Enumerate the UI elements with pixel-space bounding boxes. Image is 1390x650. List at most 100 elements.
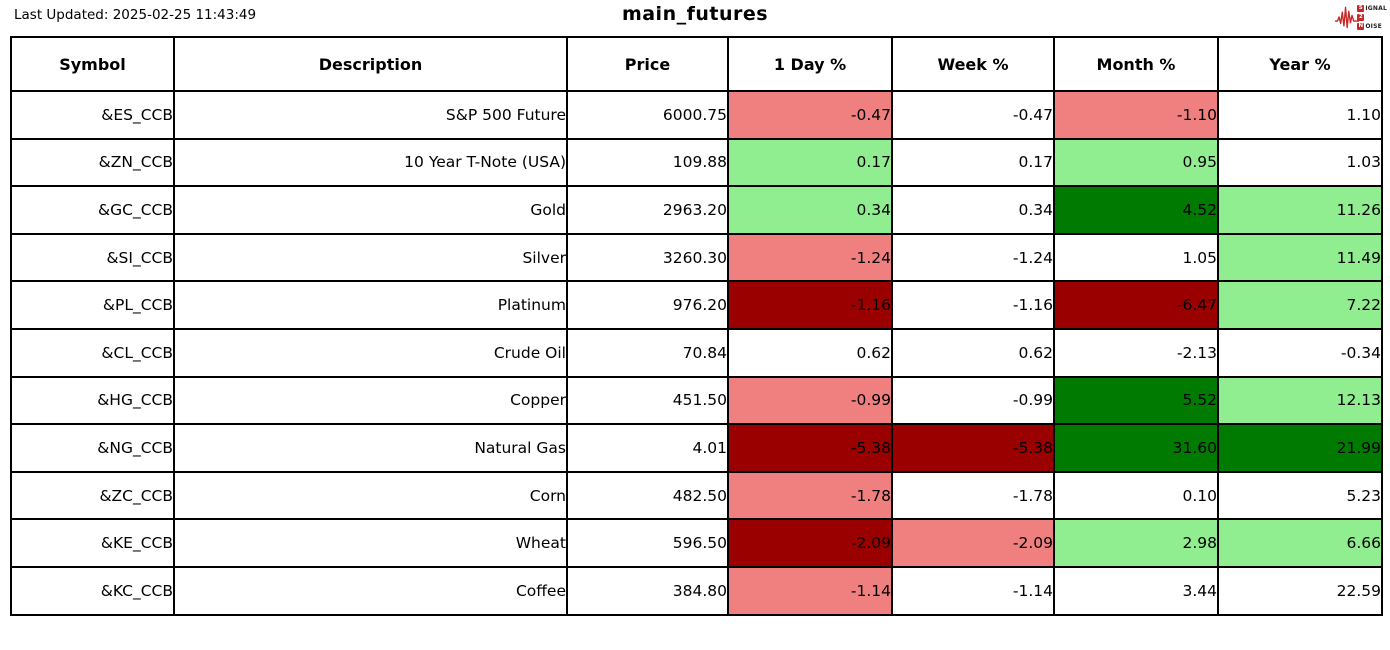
week-pct-cell: -0.99 bbox=[891, 375, 1055, 426]
description-cell: S&P 500 Future bbox=[173, 90, 568, 140]
year-pct-cell: 11.49 bbox=[1217, 232, 1383, 283]
last-updated-text: Last Updated: 2025-02-25 11:43:49 bbox=[14, 7, 257, 23]
month-pct-cell: -6.47 bbox=[1053, 280, 1219, 330]
month-pct-cell: 5.52 bbox=[1053, 375, 1219, 426]
week-pct-cell: -2.09 bbox=[891, 518, 1055, 568]
year-pct-cell: 7.22 bbox=[1217, 280, 1383, 330]
description-cell: Crude Oil bbox=[173, 327, 568, 378]
header-row: Symbol Description Price 1 Day % Week % Month… bbox=[10, 36, 1383, 92]
week-pct-cell: 0.34 bbox=[891, 185, 1055, 235]
logo-line-signal: S IGNAL bbox=[1357, 4, 1387, 12]
day-pct-cell: -2.09 bbox=[727, 518, 893, 568]
heartbeat-waveform-icon bbox=[1335, 6, 1360, 29]
symbol-cell: &GC_CCB bbox=[10, 185, 175, 235]
description-cell: Corn bbox=[173, 470, 568, 521]
logo-letterbox-n: N bbox=[1357, 22, 1365, 30]
price-cell: 3260.30 bbox=[566, 232, 729, 283]
year-pct-cell: 1.10 bbox=[1217, 90, 1383, 140]
description-cell: Copper bbox=[173, 375, 568, 426]
month-pct-cell: 1.05 bbox=[1053, 232, 1219, 283]
year-pct-cell: 11.26 bbox=[1217, 185, 1383, 235]
table-row: &KE_CCB Wheat 596.50 -2.09 -2.09 2.98 6.66 bbox=[10, 518, 1383, 568]
symbol-cell: &KE_CCB bbox=[10, 518, 175, 568]
year-pct-cell: 12.13 bbox=[1217, 375, 1383, 426]
description-cell: Platinum bbox=[173, 280, 568, 330]
price-cell: 451.50 bbox=[566, 375, 729, 426]
price-cell: 4.01 bbox=[566, 423, 729, 473]
table-row: &SI_CCB Silver 3260.30 -1.24 -1.24 1.05 11.49 bbox=[10, 232, 1383, 283]
symbol-cell: &ZC_CCB bbox=[10, 470, 175, 521]
table-row: &KC_CCB Coffee 384.80 -1.14 -1.14 3.44 22.59 bbox=[10, 565, 1383, 616]
futures-table: Symbol Description Price 1 Day % Week % Month… bbox=[10, 36, 1383, 616]
month-pct-cell: 4.52 bbox=[1053, 185, 1219, 235]
column-header-year: Year % bbox=[1217, 36, 1383, 92]
day-pct-cell: -1.78 bbox=[727, 470, 893, 521]
table-row: &NG_CCB Natural Gas 4.01 -5.38 -5.38 31.60 21.… bbox=[10, 423, 1383, 473]
price-cell: 482.50 bbox=[566, 470, 729, 521]
price-cell: 2963.20 bbox=[566, 185, 729, 235]
table-row: &GC_CCB Gold 2963.20 0.34 0.34 4.52 11.26 bbox=[10, 185, 1383, 235]
month-pct-cell: 0.95 bbox=[1053, 137, 1219, 188]
description-cell: Silver bbox=[173, 232, 568, 283]
symbol-cell: &SI_CCB bbox=[10, 232, 175, 283]
week-pct-cell: -1.24 bbox=[891, 232, 1055, 283]
day-pct-cell: -0.47 bbox=[727, 90, 893, 140]
table-row: &ZN_CCB 10 Year T-Note (USA) 109.88 0.17 0.1… bbox=[10, 137, 1383, 188]
day-pct-cell: 0.62 bbox=[727, 327, 893, 378]
week-pct-cell: -5.38 bbox=[891, 423, 1055, 473]
symbol-cell: &KC_CCB bbox=[10, 565, 175, 616]
symbol-cell: &NG_CCB bbox=[10, 423, 175, 473]
logo-text: S IGNAL 2 N OISE bbox=[1357, 4, 1387, 30]
page-title: main_futures bbox=[621, 3, 769, 25]
price-cell: 70.84 bbox=[566, 327, 729, 378]
column-header-month: Month % bbox=[1053, 36, 1219, 92]
price-cell: 596.50 bbox=[566, 518, 729, 568]
month-pct-cell: -1.10 bbox=[1053, 90, 1219, 140]
symbol-cell: &ZN_CCB bbox=[10, 137, 175, 188]
week-pct-cell: 0.17 bbox=[891, 137, 1055, 188]
description-cell: Natural Gas bbox=[173, 423, 568, 473]
symbol-cell: &CL_CCB bbox=[10, 327, 175, 378]
logo-letterbox-s: S bbox=[1357, 4, 1365, 12]
signal2noise-logo: S IGNAL 2 N OISE bbox=[1335, 1, 1387, 33]
year-pct-cell: 22.59 bbox=[1217, 565, 1383, 616]
week-pct-cell: -1.16 bbox=[891, 280, 1055, 330]
logo-letterbox-2: 2 bbox=[1357, 13, 1365, 21]
day-pct-cell: -0.99 bbox=[727, 375, 893, 426]
column-header-1-day: 1 Day % bbox=[727, 36, 893, 92]
symbol-cell: &ES_CCB bbox=[10, 90, 175, 140]
month-pct-cell: 3.44 bbox=[1053, 565, 1219, 616]
description-cell: Gold bbox=[173, 185, 568, 235]
month-pct-cell: -2.13 bbox=[1053, 327, 1219, 378]
description-cell: 10 Year T-Note (USA) bbox=[173, 137, 568, 188]
week-pct-cell: 0.62 bbox=[891, 327, 1055, 378]
year-pct-cell: 21.99 bbox=[1217, 423, 1383, 473]
week-pct-cell: -1.14 bbox=[891, 565, 1055, 616]
table-row: &HG_CCB Copper 451.50 -0.99 -0.99 5.52 12.13 bbox=[10, 375, 1383, 426]
day-pct-cell: -1.16 bbox=[727, 280, 893, 330]
price-cell: 976.20 bbox=[566, 280, 729, 330]
day-pct-cell: -1.14 bbox=[727, 565, 893, 616]
logo-text-oise: OISE bbox=[1365, 22, 1382, 30]
month-pct-cell: 0.10 bbox=[1053, 470, 1219, 521]
description-cell: Coffee bbox=[173, 565, 568, 616]
table-body: &ES_CCB S&P 500 Future 6000.75 -0.47 -0.47 -1… bbox=[10, 90, 1383, 616]
description-cell: Wheat bbox=[173, 518, 568, 568]
day-pct-cell: -1.24 bbox=[727, 232, 893, 283]
week-pct-cell: -1.78 bbox=[891, 470, 1055, 521]
logo-text-ignal: IGNAL bbox=[1365, 4, 1387, 12]
table-row: &ZC_CCB Corn 482.50 -1.78 -1.78 0.10 5.23 bbox=[10, 470, 1383, 521]
table-row: &ES_CCB S&P 500 Future 6000.75 -0.47 -0.47 -1… bbox=[10, 90, 1383, 140]
price-cell: 384.80 bbox=[566, 565, 729, 616]
year-pct-cell: 1.03 bbox=[1217, 137, 1383, 188]
price-cell: 6000.75 bbox=[566, 90, 729, 140]
logo-line-2: 2 bbox=[1357, 13, 1387, 21]
table-row: &CL_CCB Crude Oil 70.84 0.62 0.62 -2.13 -0.34 bbox=[10, 327, 1383, 378]
year-pct-cell: -0.34 bbox=[1217, 327, 1383, 378]
week-pct-cell: -0.47 bbox=[891, 90, 1055, 140]
table-header: Symbol Description Price 1 Day % Week % Month… bbox=[10, 36, 1383, 92]
symbol-cell: &PL_CCB bbox=[10, 280, 175, 330]
year-pct-cell: 6.66 bbox=[1217, 518, 1383, 568]
column-header-price: Price bbox=[566, 36, 729, 92]
